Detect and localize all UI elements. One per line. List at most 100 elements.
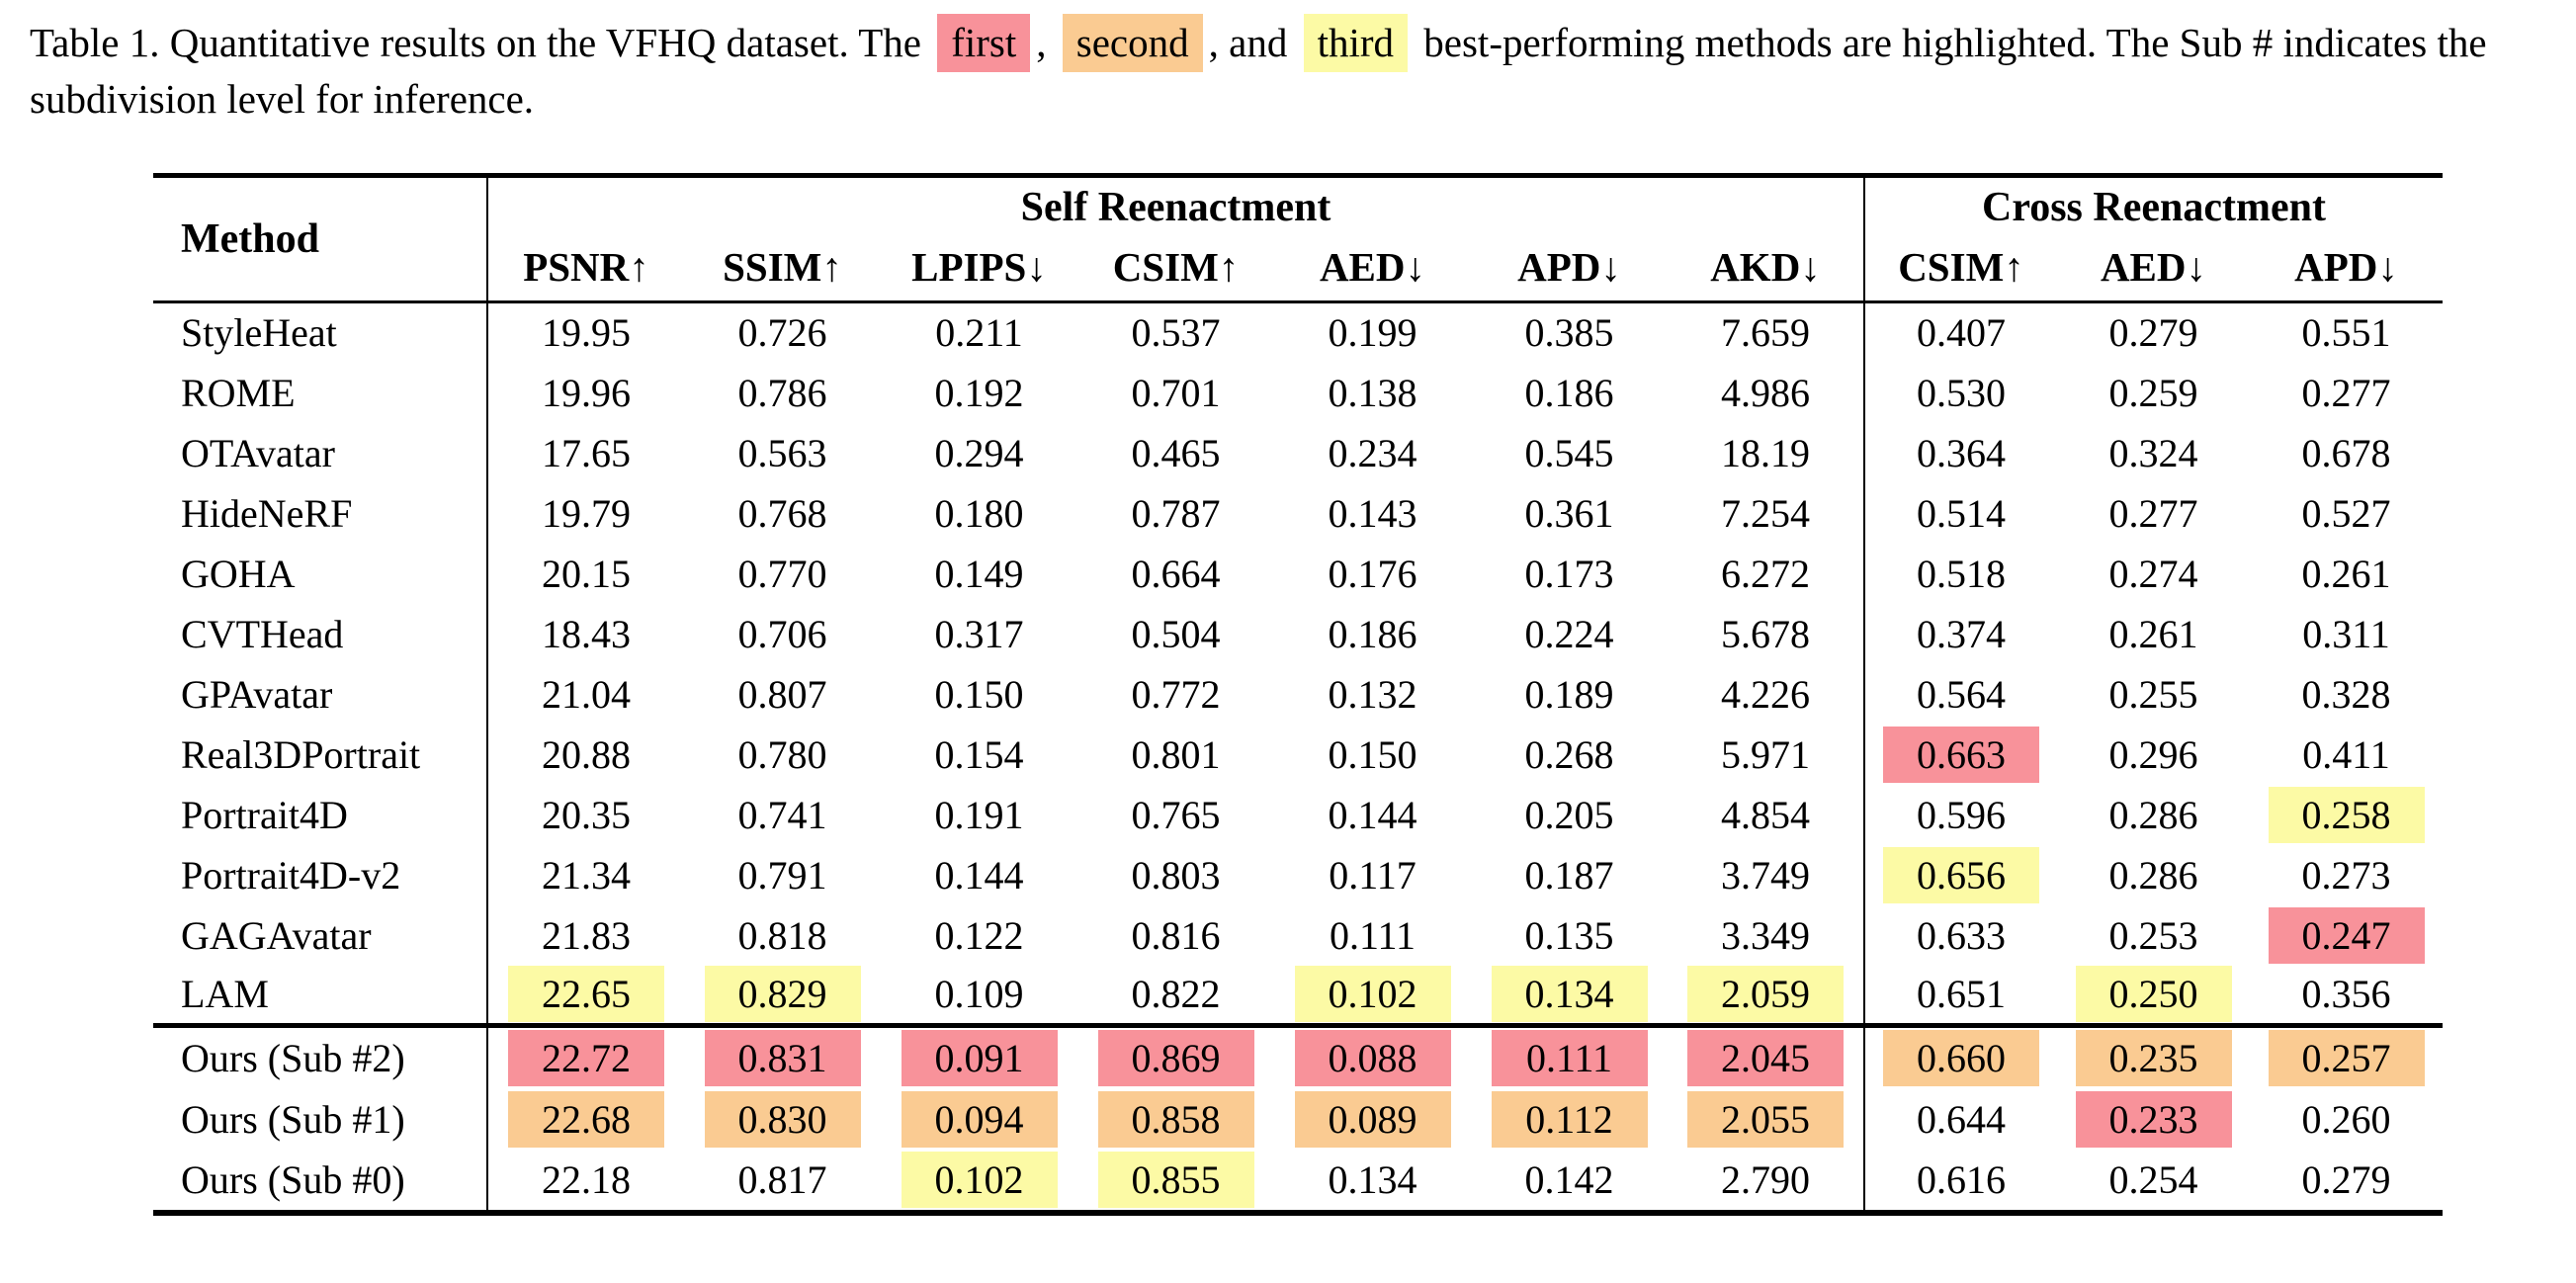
metric-value-highlight-first: 0.831: [704, 1029, 861, 1086]
table-caption: Table 1. Quantitative results on the VFH…: [30, 14, 2546, 126]
metric-value: 0.187: [1524, 852, 1614, 898]
caption-sep-1: ,: [1036, 20, 1057, 65]
metric-value: 0.530: [1917, 370, 2006, 415]
metric-value: 0.173: [1524, 551, 1614, 596]
group-header-cross-reenactment: Cross Reenactment: [1863, 175, 2443, 233]
metric-value: 0.186: [1328, 611, 1417, 656]
metric-value-highlight-first: 0.869: [1097, 1029, 1254, 1086]
metric-value-highlight-third: 0.258: [2268, 786, 2425, 843]
metric-value: 0.616: [1917, 1157, 2006, 1203]
metric-value: 0.254: [2108, 1157, 2198, 1203]
metric-value: 0.189: [1524, 671, 1614, 717]
col-header-lpips-self: LPIPS↓: [881, 232, 1077, 304]
metric-value: 0.545: [1524, 430, 1614, 475]
method-name: Portrait4D: [181, 792, 348, 837]
metric-value: 0.142: [1524, 1157, 1614, 1203]
col-header-aed-cross: AED↓: [2057, 232, 2250, 304]
metric-value: 0.205: [1524, 792, 1614, 837]
metric-value: 0.651: [1917, 972, 2006, 1017]
metric-value: 0.633: [1917, 912, 2006, 958]
metric-value: 0.818: [737, 912, 827, 958]
metric-value-highlight-third: 0.250: [2075, 966, 2232, 1023]
metric-value: 0.537: [1131, 310, 1221, 356]
metric-value-highlight-second: 0.660: [1883, 1029, 2039, 1086]
method-name: Ours (Sub #0): [181, 1157, 405, 1203]
metric-value: 0.149: [934, 551, 1024, 596]
metric-value: 0.317: [934, 611, 1024, 656]
group-header-self-reenactment: Self Reenactment: [486, 175, 1864, 233]
col-header-ssim-self: SSIM↑: [684, 232, 881, 304]
method-name: Portrait4D-v2: [181, 852, 401, 898]
table-header: Method Self Reenactment Cross Reenactment…: [153, 175, 2443, 304]
table-row: GPAvatar 21.04 0.807 0.150 0.772 0.132 0.189 4.…: [153, 663, 2443, 725]
metric-value: 20.35: [542, 792, 631, 837]
metric-value: 0.255: [2108, 671, 2198, 717]
caption-highlight-second: second: [1062, 14, 1203, 72]
metric-value: 0.268: [1524, 731, 1614, 777]
col-header-apd-self: APD↓: [1471, 232, 1668, 304]
metric-value: 0.144: [1328, 792, 1417, 837]
metric-value: 0.192: [934, 370, 1024, 415]
metric-value: 0.286: [2108, 792, 2198, 837]
metric-value: 0.277: [2301, 370, 2391, 415]
metric-value: 0.644: [1917, 1096, 2006, 1142]
metric-value-highlight-second: 0.830: [704, 1090, 861, 1148]
metric-value-highlight-third: 2.059: [1687, 966, 1844, 1023]
metric-value-highlight-second: 0.094: [901, 1090, 1058, 1148]
metric-value: 0.273: [2301, 852, 2391, 898]
metric-value: 0.224: [1524, 611, 1614, 656]
metric-value-highlight-first: 2.045: [1687, 1029, 1844, 1086]
metric-value: 0.361: [1524, 490, 1614, 536]
metric-value: 0.274: [2108, 551, 2198, 596]
metric-value-highlight-third: 0.656: [1883, 846, 2039, 903]
col-header-csim-self: CSIM↑: [1077, 232, 1274, 304]
metric-value: 0.664: [1131, 551, 1221, 596]
metric-value: 0.111: [1329, 912, 1417, 958]
metric-value: 0.144: [934, 852, 1024, 898]
metric-value: 3.349: [1721, 912, 1810, 958]
metric-value-highlight-third: 22.65: [508, 966, 664, 1023]
metric-value: 0.191: [934, 792, 1024, 837]
metric-value: 0.279: [2108, 310, 2198, 356]
metric-value: 0.279: [2301, 1157, 2391, 1203]
metric-value: 7.659: [1721, 310, 1810, 356]
baseline-methods-body: StyleHeat 19.95 0.726 0.211 0.537 0.199 0.385 7…: [153, 301, 2443, 1026]
metric-value: 0.768: [737, 490, 827, 536]
metric-value: 5.678: [1721, 611, 1810, 656]
table-row: StyleHeat 19.95 0.726 0.211 0.537 0.199 0.385 7…: [153, 301, 2443, 363]
metric-value: 0.277: [2108, 490, 2198, 536]
col-header-apd-cross: APD↓: [2250, 232, 2443, 304]
metric-value: 0.807: [737, 671, 827, 717]
metric-value: 0.324: [2108, 430, 2198, 475]
metric-value-highlight-third: 0.102: [1294, 966, 1451, 1023]
metric-value: 18.43: [542, 611, 631, 656]
metric-value-highlight-first: 0.233: [2075, 1090, 2232, 1148]
metric-value: 0.150: [934, 671, 1024, 717]
method-name: LAM: [181, 972, 269, 1017]
col-header-method: Method: [153, 175, 487, 304]
metric-value: 0.726: [737, 310, 827, 356]
metric-value: 0.296: [2108, 731, 2198, 777]
metric-value: 0.138: [1328, 370, 1417, 415]
metric-value: 0.176: [1328, 551, 1417, 596]
metric-value: 0.514: [1917, 490, 2006, 536]
metric-value-highlight-first: 0.247: [2268, 906, 2425, 964]
metric-value: 0.706: [737, 611, 827, 656]
metric-value: 21.04: [542, 671, 631, 717]
caption-highlight-first: first: [937, 14, 1031, 72]
method-name: ROME: [181, 370, 296, 415]
method-name: Ours (Sub #2): [153, 1023, 487, 1088]
metric-value: 0.527: [2301, 490, 2391, 536]
table-row: OTAvatar 17.65 0.563 0.294 0.465 0.234 0.545 18…: [153, 422, 2443, 483]
metric-value: 4.854: [1721, 792, 1810, 837]
caption-sep-2: , and: [1208, 20, 1298, 65]
metric-value-highlight-second: 0.858: [1097, 1090, 1254, 1148]
metric-value: 0.134: [1328, 1157, 1417, 1203]
metric-value-highlight-second: 0.089: [1294, 1090, 1451, 1148]
metric-value: 0.563: [737, 430, 827, 475]
metric-value: 0.803: [1131, 852, 1221, 898]
table-row: GOHA 20.15 0.770 0.149 0.664 0.176 0.173 6.272 0…: [153, 543, 2443, 604]
metric-value: 0.465: [1131, 430, 1221, 475]
metric-value: 0.180: [934, 490, 1024, 536]
metric-value: 2.790: [1721, 1157, 1810, 1203]
